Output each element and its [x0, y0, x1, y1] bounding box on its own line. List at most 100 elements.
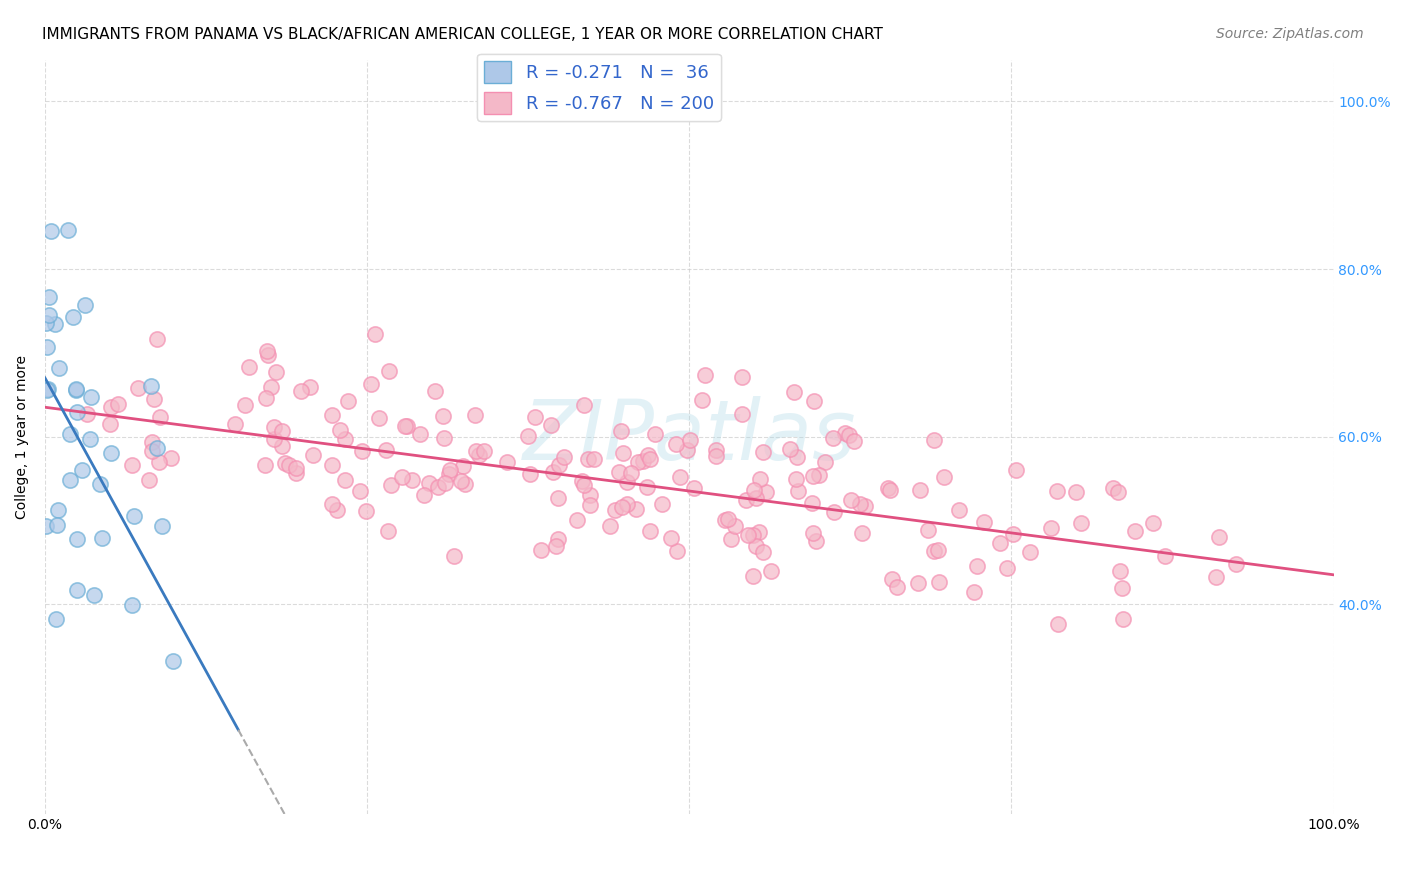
Point: [755, 485, 778, 500]
Point: [745, 539, 768, 553]
Point: [432, 409, 454, 423]
Text: ZIPatlas: ZIPatlas: [523, 396, 856, 477]
Point: [409, 427, 432, 442]
Point: [450, 474, 472, 488]
Point: [141, 443, 163, 458]
Point: [731, 369, 754, 384]
Point: [540, 417, 562, 432]
Point: [631, 454, 654, 468]
Point: [1064, 485, 1087, 500]
Point: [451, 459, 474, 474]
Point: [579, 488, 602, 502]
Point: [853, 499, 876, 513]
Point: [66, 532, 89, 546]
Point: [786, 483, 808, 498]
Point: [583, 451, 606, 466]
Point: [966, 559, 988, 574]
Point: [679, 433, 702, 447]
Point: [263, 419, 285, 434]
Point: [439, 463, 461, 477]
Text: Source: ZipAtlas.com: Source: ZipAtlas.com: [1216, 27, 1364, 41]
Point: [37, 340, 59, 354]
Point: [517, 429, 540, 443]
Point: [65, 382, 87, 396]
Point: [464, 444, 486, 458]
Point: [326, 503, 349, 517]
Point: [352, 444, 374, 458]
Point: [437, 467, 460, 481]
Point: [620, 466, 643, 480]
Point: [66, 405, 89, 419]
Point: [122, 508, 145, 523]
Point: [922, 544, 945, 558]
Point: [35, 519, 58, 533]
Point: [38, 308, 60, 322]
Point: [443, 549, 465, 564]
Point: [72, 463, 94, 477]
Point: [354, 504, 377, 518]
Point: [413, 488, 436, 502]
Point: [143, 392, 166, 406]
Point: [284, 467, 307, 481]
Point: [572, 398, 595, 412]
Point: [786, 450, 808, 464]
Point: [141, 378, 163, 392]
Point: [39, 224, 62, 238]
Point: [607, 465, 630, 479]
Point: [651, 497, 673, 511]
Point: [377, 524, 399, 538]
Point: [519, 467, 541, 481]
Point: [693, 368, 716, 382]
Point: [59, 473, 82, 487]
Point: [1046, 484, 1069, 499]
Point: [714, 513, 737, 527]
Point: [922, 433, 945, 447]
Point: [270, 440, 292, 454]
Point: [720, 532, 742, 546]
Point: [1112, 612, 1135, 626]
Point: [360, 377, 382, 392]
Point: [290, 384, 312, 399]
Point: [391, 470, 413, 484]
Point: [530, 543, 553, 558]
Point: [801, 495, 824, 509]
Point: [37, 384, 59, 398]
Point: [62, 310, 84, 324]
Point: [543, 465, 565, 479]
Point: [329, 423, 352, 437]
Point: [638, 524, 661, 538]
Point: [877, 481, 900, 495]
Point: [749, 471, 772, 485]
Point: [278, 458, 301, 472]
Point: [880, 573, 903, 587]
Point: [717, 511, 740, 525]
Point: [121, 598, 143, 612]
Point: [145, 441, 167, 455]
Point: [35, 317, 58, 331]
Point: [612, 500, 634, 514]
Point: [745, 491, 768, 506]
Point: [148, 454, 170, 468]
Point: [752, 545, 775, 559]
Point: [401, 473, 423, 487]
Point: [907, 575, 929, 590]
Point: [335, 473, 357, 487]
Point: [65, 383, 87, 397]
Point: [100, 400, 122, 414]
Point: [254, 391, 277, 405]
Point: [821, 431, 844, 445]
Point: [844, 434, 866, 449]
Point: [1107, 485, 1129, 500]
Point: [285, 461, 308, 475]
Point: [849, 497, 872, 511]
Point: [423, 384, 446, 398]
Point: [464, 408, 486, 422]
Point: [839, 492, 862, 507]
Point: [224, 417, 246, 431]
Point: [851, 526, 873, 541]
Point: [547, 532, 569, 546]
Point: [644, 426, 666, 441]
Point: [160, 451, 183, 466]
Legend: R = -0.271   N =  36, R = -0.767   N = 200: R = -0.271 N = 36, R = -0.767 N = 200: [477, 54, 721, 121]
Point: [254, 458, 277, 472]
